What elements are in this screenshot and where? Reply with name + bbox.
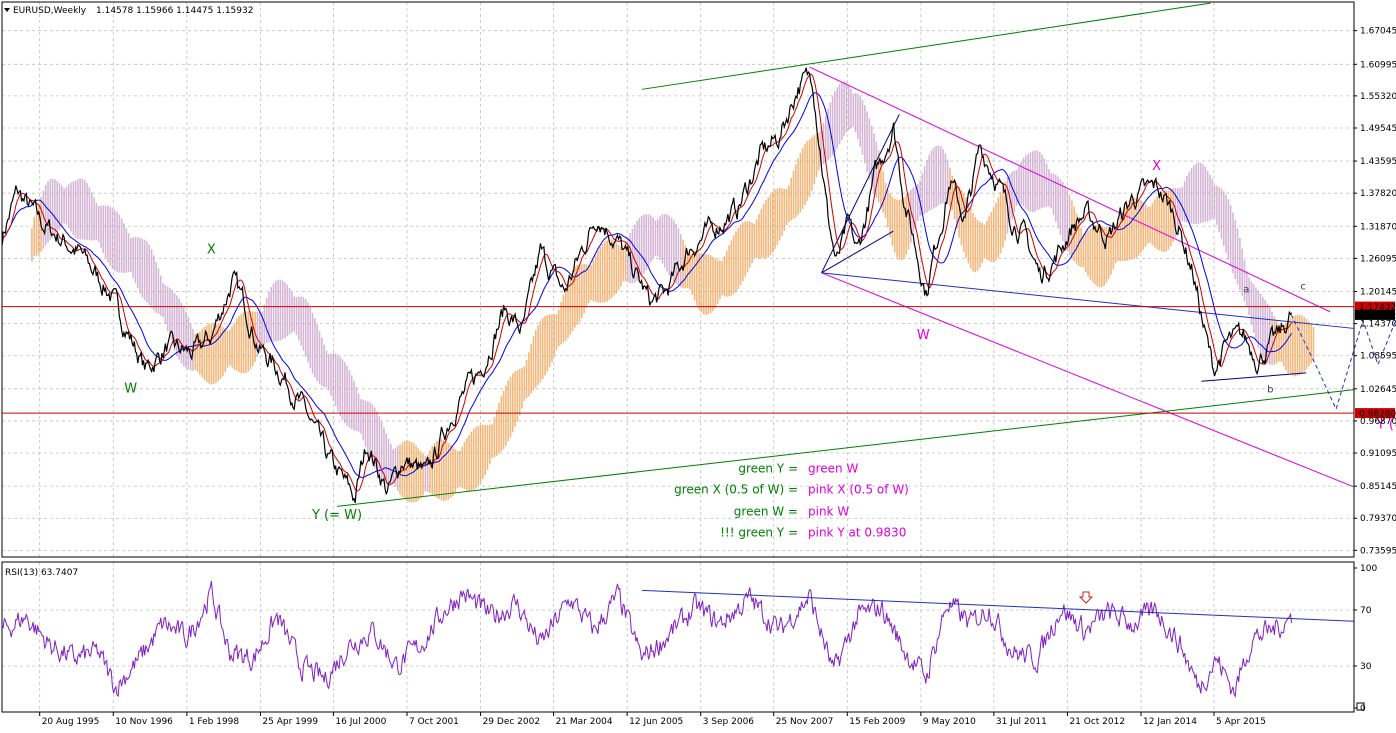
- green-upper-channel-line: [642, 2, 1211, 90]
- blue-neckline: [821, 272, 1355, 329]
- rsi-series: [1, 580, 1355, 699]
- navy-triangle-upper: [821, 114, 900, 274]
- level-price-tag: [1355, 309, 1395, 320]
- chart-ohlc: 1.14578 1.15966 1.14475 1.15932: [96, 6, 253, 16]
- time-axis-label: 21 Mar 2004: [556, 717, 613, 727]
- time-axis-label: 7 Oct 2001: [409, 717, 459, 727]
- rsi-trendline: [642, 589, 1355, 622]
- price-axis-label: 0.96870: [1360, 417, 1396, 427]
- annotation-right: green W: [808, 461, 858, 475]
- price-axis-label: 1.08595: [1360, 352, 1396, 362]
- rsi-header: RSI(13) 63.7407: [5, 568, 78, 578]
- price-axis-label: 1.37820: [1360, 189, 1396, 199]
- annotation-right: pink X (0.5 of W): [808, 483, 909, 497]
- chart-menu-triangle-icon[interactable]: [4, 8, 10, 12]
- navy-b-line: [1201, 372, 1307, 382]
- rsi-line: [1, 580, 1293, 699]
- time-axis-label: 25 Nov 2007: [776, 717, 834, 727]
- axis-corner-box: [1356, 702, 1365, 711]
- rsi-axis-label: 100: [1360, 564, 1377, 574]
- rsi-axis-labels: 0 30 70 100: [1354, 564, 1377, 714]
- ichimoku-clouds: [31, 81, 1315, 503]
- price-series: [1, 67, 1293, 503]
- price-axis-label: 1.60995: [1360, 60, 1396, 70]
- pink-upper-channel-line: [809, 66, 1331, 313]
- time-axis-label: 15 Feb 2009: [849, 717, 905, 727]
- price-axis-labels: 1.67045 1.60995 1.55320 1.49545 1.43595 1.378…: [1354, 27, 1396, 556]
- price-axis-label: 1.26095: [1360, 254, 1396, 264]
- chart-symbol: EURUSD,Weekly: [13, 6, 87, 16]
- price-axis-label: 1.49545: [1360, 124, 1396, 134]
- annotation-left: !!! green Y =: [720, 525, 798, 539]
- level-price-tag-text: 1.15932: [1359, 311, 1396, 321]
- price-axis-label: 0.85145: [1360, 482, 1396, 492]
- rsi-axis-label: 0: [1360, 704, 1366, 714]
- price-panel-frame: [1, 1, 1355, 558]
- rsi-down-arrow-icon: [1078, 591, 1094, 604]
- time-axis-label: 16 Jul 2000: [335, 717, 386, 727]
- wave-label: a: [1243, 284, 1249, 295]
- annotation-left: green X (0.5 of W) =: [674, 483, 798, 497]
- rsi-axis-label: 70: [1360, 606, 1372, 616]
- price-axis-label: 1.31870: [1360, 222, 1396, 232]
- time-axis-label: 25 Apr 1999: [262, 717, 318, 727]
- fast-ma-line: [1, 73, 1292, 492]
- level-price-tag-text: 1.17432: [1359, 303, 1396, 313]
- time-axis-label: 12 Jun 2005: [629, 717, 683, 727]
- price-axis-label: 1.67045: [1360, 27, 1396, 37]
- time-axis-label: 20 Aug 1995: [42, 717, 100, 727]
- price-grid: [2, 2, 1354, 557]
- time-axis-label: 10 Nov 1996: [115, 717, 173, 727]
- price-axis-label: 1.20145: [1360, 287, 1396, 297]
- level-price-tag-text: 0.98280: [1359, 410, 1396, 420]
- wave-labels: X W Y (= W) W X Y (= W) a b c: [124, 159, 1396, 523]
- rsi-axis-label: 30: [1360, 662, 1372, 672]
- wave-label: X: [207, 242, 216, 257]
- wave-label: b: [1267, 384, 1273, 395]
- price-axis-label: 0.91095: [1360, 449, 1396, 459]
- wave-label: Y (= W): [1376, 418, 1396, 433]
- price-line: [1, 67, 1293, 503]
- level-price-tag: [1355, 408, 1395, 419]
- time-axis-label: 3 Sep 2006: [703, 717, 755, 727]
- projected-wave-path: [1290, 314, 1396, 411]
- pink-lower-channel-line: [821, 272, 1355, 488]
- annotation-block: green Y = green W green X (0.5 of W) = pink…: [674, 461, 909, 539]
- time-axis-label: 31 Jul 2011: [996, 717, 1047, 727]
- wave-label: c: [1300, 282, 1306, 293]
- rsi-grid: [2, 562, 1354, 712]
- horizontal-levels: 1.17432 0.98280 1.15932: [2, 301, 1396, 420]
- trend-lines: [336, 2, 1396, 507]
- time-axis-label: 12 Jan 2014: [1143, 717, 1197, 727]
- price-axis-label: 0.73595: [1360, 546, 1396, 556]
- price-axis-label: 1.14370: [1360, 320, 1396, 330]
- wave-label: W: [124, 381, 137, 396]
- wave-label: X: [1152, 159, 1161, 174]
- navy-triangle-lower: [821, 230, 894, 274]
- time-axis-label: 5 Apr 2015: [1216, 717, 1266, 727]
- time-axis-label: 29 Dec 2002: [483, 717, 541, 727]
- annotation-left: green W =: [734, 504, 798, 518]
- price-axis-label: 0.79370: [1360, 514, 1396, 524]
- rsi-panel-frame: [1, 561, 1355, 713]
- wave-label: W: [917, 328, 930, 343]
- wave-label: Y (= W): [311, 508, 362, 523]
- price-axis-label: 1.02645: [1360, 385, 1396, 395]
- time-axis-label: 9 May 2010: [923, 717, 976, 727]
- annotation-right: pink Y at 0.9830: [808, 525, 906, 539]
- slow-ma-line: [1, 92, 1293, 479]
- annotation-right: pink W: [808, 504, 849, 518]
- price-axis-label: 1.55320: [1360, 92, 1396, 102]
- green-lower-channel-line: [336, 389, 1355, 507]
- time-axis-labels: 20 Aug 1995 10 Nov 1996 1 Feb 1998 25 Apr 1…: [39, 712, 1266, 727]
- price-axis-label: 1.43595: [1360, 157, 1396, 167]
- annotation-left: green Y =: [738, 461, 798, 475]
- time-axis-label: 1 Feb 1998: [189, 717, 240, 727]
- time-axis-label: 21 Oct 2012: [1069, 717, 1125, 727]
- level-price-tag: [1355, 301, 1395, 312]
